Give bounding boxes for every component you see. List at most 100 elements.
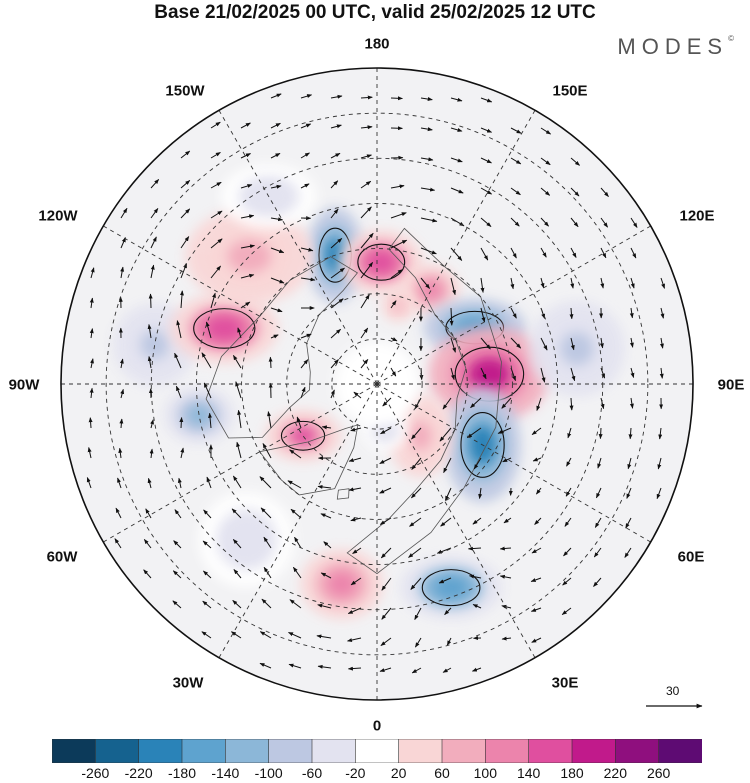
wind-vector (510, 367, 516, 382)
wind-vector (300, 277, 316, 282)
wind-vector (267, 411, 272, 429)
wind-vector (89, 297, 94, 309)
wind-vector (90, 267, 95, 279)
wind-vector (380, 637, 392, 646)
wind-vector (630, 217, 638, 228)
wind-vector (540, 217, 549, 227)
wind-vector (300, 152, 310, 159)
wind-vector (86, 477, 92, 489)
colorbar-swatch-8 (398, 739, 443, 763)
wind-vector (469, 574, 482, 579)
wind-vector (540, 247, 547, 258)
vector-scale-label: 30 (666, 684, 680, 698)
wind-vector (347, 666, 362, 671)
wind-vector (210, 265, 221, 279)
iceland-coast (336, 488, 350, 500)
latitude-circle (331, 338, 423, 430)
wind-vector (317, 664, 332, 669)
wind-vector (480, 277, 485, 293)
wind-vector (446, 637, 452, 646)
colorbar-tick-label: -260 (81, 765, 110, 781)
anomaly-blob-8 (300, 548, 384, 620)
wind-vector (350, 517, 362, 522)
wind-vector (480, 337, 491, 350)
wind-vector (536, 397, 542, 411)
wind-vector (563, 547, 572, 557)
wind-vector (540, 127, 552, 135)
wind-vector (594, 517, 602, 528)
wind-vector (150, 179, 160, 189)
colorbar-swatch-6 (311, 739, 356, 763)
wind-vector (540, 367, 546, 383)
wind-vector (480, 247, 489, 261)
wind-vector (143, 539, 152, 549)
wind-vector (172, 570, 182, 579)
wind-vector (570, 157, 580, 166)
wind-vector (629, 337, 634, 348)
wind-vector (232, 475, 242, 489)
wind-vector (240, 244, 255, 249)
wind-vector (466, 427, 482, 439)
wind-vector (409, 517, 422, 527)
colorbar-swatch-5 (268, 739, 313, 763)
wind-vector (232, 354, 242, 369)
colorbar-tick-label: 260 (646, 765, 671, 781)
wind-vector (147, 356, 152, 369)
colorbar-swatch-3 (181, 739, 226, 763)
wind-vector (330, 208, 339, 219)
wind-vector (595, 487, 602, 499)
wind-vector (570, 217, 579, 228)
wind-vector (150, 264, 155, 279)
wind-vector (379, 457, 392, 465)
wind-vector (175, 385, 182, 399)
lon-label-60e: 60E (677, 548, 705, 566)
wind-vector (260, 507, 272, 519)
wind-vector (561, 607, 572, 615)
wind-vector (380, 547, 392, 559)
wind-vector (503, 517, 512, 524)
wind-vector (179, 417, 184, 429)
wind-vector (89, 387, 94, 399)
wind-vector (480, 307, 486, 323)
lon-label-150w: 150W (165, 82, 205, 100)
colorbar-tick-label: 220 (603, 765, 628, 781)
modes-logo: MODES© (617, 34, 734, 60)
colorbar-swatch-14 (658, 739, 702, 763)
wind-vector (330, 152, 341, 159)
lon-label-120w: 120W (38, 207, 78, 225)
wind-vector (148, 293, 153, 309)
wind-vector (290, 508, 302, 519)
wind-vector (180, 236, 190, 249)
wind-vector (143, 569, 152, 579)
colorbar-tick-label: 100 (473, 765, 498, 781)
wind-vector (330, 328, 341, 339)
latitude-circle (195, 202, 559, 566)
wind-vector (380, 427, 392, 435)
anomaly-blob-12 (169, 293, 279, 364)
wind-vector (289, 449, 302, 459)
wind-vector (180, 208, 191, 219)
wind-vector (629, 397, 634, 409)
colorbar-tick-label: -140 (211, 765, 240, 781)
wind-vector (411, 487, 422, 499)
wind-vector (472, 517, 482, 525)
wind-vector (330, 238, 343, 249)
wind-vector (210, 210, 223, 219)
wind-vector (173, 540, 182, 549)
map-boundary (60, 67, 694, 701)
wind-vector (379, 487, 392, 494)
colorbar-swatch-7 (355, 739, 400, 763)
wind-vector (440, 517, 452, 527)
wind-vector (381, 607, 392, 620)
wind-vector (626, 487, 632, 499)
wind-vector (150, 419, 154, 429)
anomaly-blob-1 (339, 230, 423, 295)
wind-vector (240, 122, 251, 129)
wind-vector (330, 267, 345, 279)
wind-vector (450, 367, 455, 381)
anomaly-blob-14 (529, 300, 626, 397)
wind-vector (172, 600, 182, 609)
wind-vector (268, 356, 273, 369)
wind-vector (540, 337, 548, 351)
wind-vector (174, 509, 182, 519)
